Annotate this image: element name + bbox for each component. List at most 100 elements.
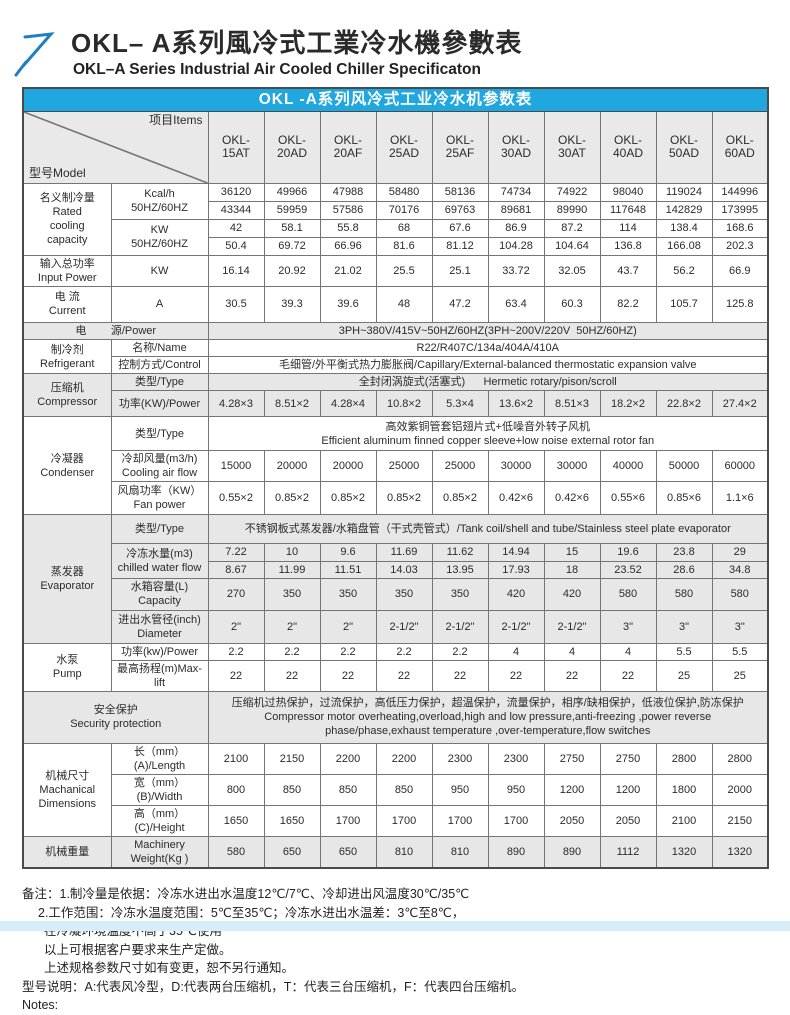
value-cell: 43.7	[599, 254, 657, 287]
value-cell: 23.52	[599, 560, 657, 579]
value-cell: 810	[375, 836, 433, 869]
item-label: Machinery Weight(Kg )	[110, 836, 209, 869]
value-cell: 20.92	[263, 254, 321, 287]
table-row: 冷冻水量(m3) chilled water flow 7.22 10 9.6 11.6…	[23, 543, 769, 579]
value-cell: 2-1/2"	[543, 609, 601, 644]
value-cell: 350	[319, 577, 377, 611]
item-label: 控制方式/Control	[110, 356, 209, 375]
table-banner-row: OKL -A系列风冷式工业冷水机参数表	[22, 87, 769, 112]
table-row: 电 流 Current A 30.5 39.3 39.6 48 47.2 63.4 60.3 82…	[22, 285, 769, 323]
page-header: OKL– A系列風冷式工業冷水機參數表 OKL–A Series Industr…	[0, 0, 790, 81]
value-cell: 800	[207, 773, 265, 807]
value-cell: 2100	[207, 742, 265, 775]
diagonal-divider	[24, 112, 208, 183]
value-cell: 86.9	[487, 218, 545, 238]
value-cell: 4	[543, 642, 601, 661]
value-cell: 580	[207, 836, 265, 869]
value-cell: 68	[375, 218, 433, 238]
value-cell: 5.5	[655, 642, 713, 661]
value-cell: 1320	[655, 836, 713, 869]
merged-value: 3PH~380V/415V~50HZ/60HZ(3PH~200V/220V 50…	[207, 321, 769, 341]
value-cell: 2"	[263, 609, 321, 644]
value-cell: 0.55×2	[207, 481, 265, 516]
value-cell: 49966	[263, 182, 321, 202]
value-cell: 22	[207, 659, 265, 692]
value-cell: 1.1×6	[711, 481, 769, 516]
item-label: 进出水管径(inch) Diameter	[110, 609, 209, 644]
category-label: 压缩机 Compressor	[22, 373, 112, 418]
item-label: 类型/Type	[110, 373, 209, 392]
value-cell: 850	[263, 773, 321, 807]
value-cell: 15	[543, 543, 601, 562]
value-cell: 350	[375, 577, 433, 611]
model-header: OKL- 30AD	[487, 110, 545, 184]
value-cell: 2200	[319, 742, 377, 775]
note-line: Notes:	[22, 998, 59, 1013]
value-cell: 17.93	[487, 560, 545, 579]
value-cell: 2.2	[207, 642, 265, 661]
value-cell: 11.99	[263, 560, 321, 579]
value-cell: 57586	[319, 200, 377, 220]
model-header: OKL- 20AF	[319, 110, 377, 184]
table-row: 50.4 69.72 66.96 81.6 81.12 104.28 104.64 136.8…	[23, 236, 769, 256]
value-cell: 580	[711, 577, 769, 611]
note-line: 上述规格参数尺寸如有变更，恕不另行通知。	[44, 961, 295, 976]
value-cell: 890	[543, 836, 601, 869]
table-row: 8.67 11.99 11.51 14.03 13.95 17.93 18 23.52 28.6…	[23, 560, 769, 579]
item-label: 水箱容量(L) Capacity	[110, 577, 209, 611]
value-cell: 890	[487, 836, 545, 869]
value-cell: 13.95	[431, 560, 489, 579]
value-cell: 63.4	[487, 285, 545, 323]
value-cell: 1700	[319, 805, 377, 838]
value-cell: 11.51	[319, 560, 377, 579]
value-cell: 19.6	[599, 543, 657, 562]
value-cell: 2.2	[319, 642, 377, 661]
value-cell: 50.4	[207, 236, 265, 256]
section-label: 电 源/Power	[22, 321, 209, 341]
table-row: 安全保护 Security protection 压缩机过热保护，过流保护，高低压…	[22, 690, 769, 744]
value-cell: 11.69	[375, 543, 433, 562]
value-cell: 8.51×2	[263, 390, 321, 418]
value-cell: 22	[319, 659, 377, 692]
table-row: 高（mm）(C)/Height 1650 1650 1700 1700 1700 1700 2…	[23, 805, 769, 838]
value-cell: 2.2	[263, 642, 321, 661]
value-cell: 420	[543, 577, 601, 611]
value-cell: 10.8×2	[375, 390, 433, 418]
model-header: OKL- 20AD	[263, 110, 321, 184]
value-cell: 36120	[207, 182, 265, 202]
value-cell: 10	[263, 543, 321, 562]
table-row: 冷却风量(m3/h) Cooling air flow 15000 20000 200…	[23, 450, 769, 483]
value-cell: 0.85×2	[319, 481, 377, 516]
value-cell: 30000	[543, 450, 601, 483]
corner-model-label: 型号Model	[29, 166, 86, 181]
value-cell: 8.51×3	[543, 390, 601, 418]
value-cell: 166.08	[655, 236, 713, 256]
value-cell: 136.8	[599, 236, 657, 256]
value-cell: 47.2	[431, 285, 489, 323]
value-cell: 2-1/2"	[487, 609, 545, 644]
value-cell: 0.85×6	[655, 481, 713, 516]
value-cell: 850	[375, 773, 433, 807]
value-cell: 580	[599, 577, 657, 611]
merged-value: 全封闭涡旋式(活塞式) Hermetic rotary/pison/scroll	[207, 373, 769, 392]
value-cell: 1800	[655, 773, 713, 807]
value-cell: 138.4	[655, 218, 713, 238]
item-label: 类型/Type	[110, 416, 209, 452]
value-cell: 22	[375, 659, 433, 692]
value-cell: 70176	[375, 200, 433, 220]
value-cell: 114	[599, 218, 657, 238]
value-cell: 89681	[487, 200, 545, 220]
table-row: 进出水管径(inch) Diameter 2" 2" 2" 2-1/2" 2-1/2" 2-…	[23, 609, 769, 644]
table-row: KW 50HZ/60HZ 42 58.1 55.8 68 67.6 86.9 87.2 114 1…	[23, 218, 769, 256]
value-cell: 74734	[487, 182, 545, 202]
value-cell: 69.72	[263, 236, 321, 256]
value-cell: 2800	[655, 742, 713, 775]
value-cell: 22	[599, 659, 657, 692]
value-cell: 1650	[207, 805, 265, 838]
value-cell: 30000	[487, 450, 545, 483]
value-cell: 25.1	[431, 254, 489, 287]
value-cell: 202.3	[711, 236, 769, 256]
item-label: Kcal/h 50HZ/60HZ	[110, 182, 209, 220]
value-cell: 74922	[543, 182, 601, 202]
